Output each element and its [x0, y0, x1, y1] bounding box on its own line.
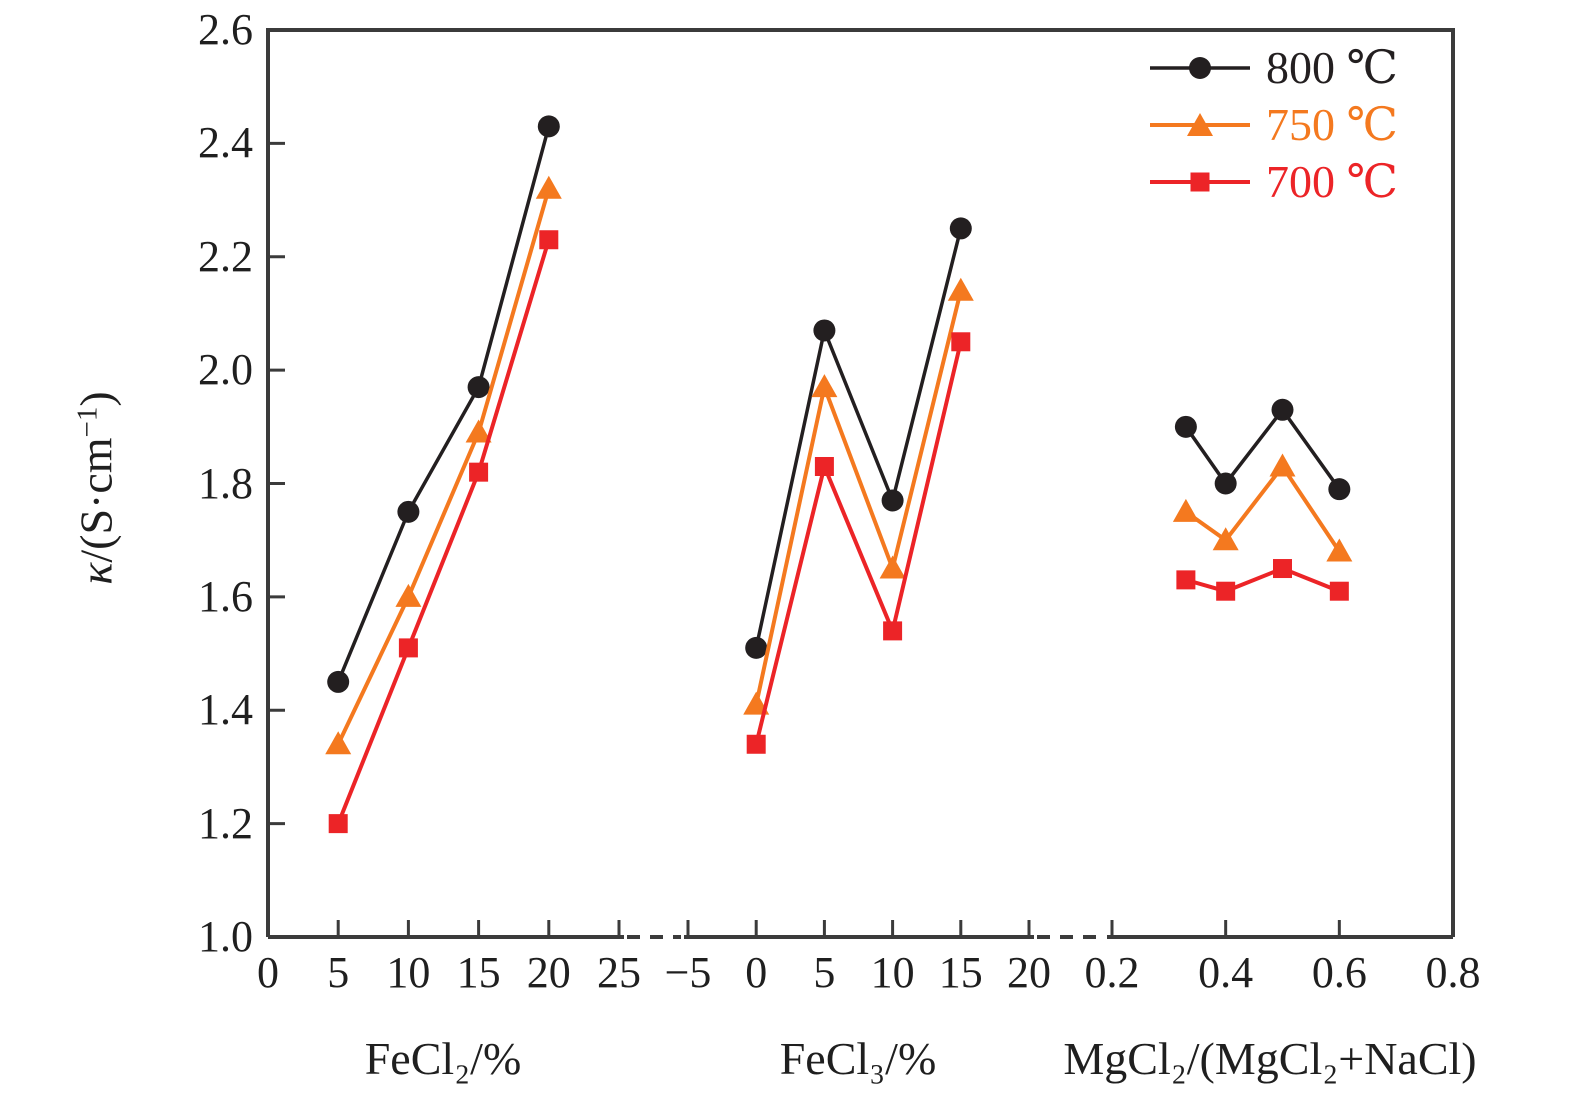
series-line-panel1-circle	[336, 125, 551, 683]
data-point-triangle	[465, 419, 492, 443]
data-point-triangle	[1269, 453, 1296, 477]
x-tick-label: 20	[1007, 948, 1051, 997]
legend-swatch-700c	[1150, 172, 1250, 192]
data-point-square	[1273, 559, 1292, 579]
data-point-square	[883, 621, 903, 641]
series-line-panel3-square	[1185, 566, 1341, 594]
data-point-circle	[1214, 472, 1237, 495]
kappa-symbol: κ	[70, 562, 122, 585]
legend-entry-750c: 750 ℃	[1150, 99, 1398, 151]
data-point-triangle	[1172, 498, 1199, 522]
series-line-panel3-triangle	[1184, 463, 1341, 553]
x-tick-label: 5	[327, 948, 350, 997]
data-point-triangle	[1326, 538, 1353, 562]
data-point-square	[328, 814, 348, 834]
y-axis-unit-pre: /(S·cm	[70, 437, 122, 563]
y-tick-label: 1.6	[198, 571, 253, 621]
x-axis-title-fecl3: FeCl₃/%	[779, 1033, 937, 1084]
x-tick-label: 20	[526, 948, 571, 997]
x-axis-title-mgcl2: MgCl₂/(MgCl₂+NaCl)	[1063, 1033, 1477, 1084]
x-tick-label: 0.8	[1425, 948, 1481, 997]
data-point-circle	[467, 376, 490, 399]
square-marker-icon	[1190, 172, 1210, 192]
data-point-circle	[949, 217, 972, 240]
y-axis-unit-post: )	[70, 391, 122, 407]
y-tick-label: 1.2	[198, 798, 253, 848]
series-line-panel2-circle	[754, 227, 963, 649]
x-tick-label: 0.4	[1198, 948, 1254, 997]
data-point-triangle	[325, 731, 352, 755]
x-tick-label: 0	[257, 948, 279, 997]
x-tick-label: 0	[745, 948, 768, 997]
legend-entry-700c: 700 ℃	[1150, 156, 1398, 208]
series-line-panel1-triangle	[336, 188, 551, 746]
x-tick-label: −5	[664, 948, 712, 997]
y-tick-label: 2.2	[198, 231, 253, 281]
legend: 800 ℃ 750 ℃ 700 ℃	[1150, 42, 1398, 208]
data-point-square	[1176, 570, 1196, 590]
data-point-triangle	[947, 277, 974, 301]
x-tick-label: 10	[870, 948, 915, 997]
y-tick-label: 1.0	[198, 912, 253, 961]
data-point-square	[1329, 581, 1349, 601]
y-tick-label: 2.0	[198, 345, 253, 395]
data-point-circle	[537, 115, 560, 138]
legend-label-750c: 750 ℃	[1266, 99, 1398, 150]
data-point-square	[539, 230, 559, 250]
series-line-panel2-triangle	[754, 290, 963, 706]
legend-swatch-750c	[1150, 113, 1250, 136]
legend-label-800c: 800 ℃	[1266, 42, 1398, 93]
legend-entry-800c: 800 ℃	[1150, 42, 1398, 94]
data-point-square	[1216, 581, 1236, 601]
y-axis-title: κ/(S·cm−1)	[70, 391, 123, 584]
x-tick-label: 5	[813, 948, 836, 997]
y-tick-label: 2.4	[198, 118, 253, 168]
x-tick-label: 0.2	[1084, 948, 1140, 997]
data-point-circle	[1174, 415, 1197, 438]
data-point-square	[398, 638, 418, 658]
legend-swatch-800c	[1150, 57, 1250, 79]
data-point-circle	[881, 489, 904, 512]
x-axis-title-fecl2: FeCl₂/%	[364, 1033, 522, 1084]
x-tick-label: 10	[386, 948, 431, 997]
series-line-panel2-square	[754, 341, 963, 745]
data-point-triangle	[879, 555, 906, 579]
data-point-circle	[745, 636, 768, 659]
triangle-marker-icon	[1187, 113, 1213, 136]
x-tick-label: 15	[938, 948, 983, 997]
legend-label-700c: 700 ℃	[1266, 156, 1398, 207]
y-tick-label: 1.8	[198, 458, 253, 508]
data-point-triangle	[743, 691, 770, 715]
y-tick-label: 2.6	[198, 5, 253, 54]
data-point-circle	[327, 670, 350, 693]
data-point-circle	[1328, 478, 1351, 501]
data-point-square	[951, 332, 971, 352]
y-axis-unit-exponent: −1	[71, 406, 104, 438]
data-point-triangle	[811, 374, 838, 398]
data-point-square	[746, 734, 766, 754]
data-point-circle	[397, 500, 420, 523]
data-point-triangle	[535, 175, 562, 199]
series-line-panel1-square	[336, 239, 551, 825]
data-point-triangle	[1212, 527, 1239, 551]
x-tick-label: 0.6	[1311, 948, 1367, 997]
circle-marker-icon	[1189, 57, 1211, 79]
data-point-circle	[1271, 398, 1294, 421]
y-tick-label: 1.4	[198, 685, 253, 735]
data-point-square	[814, 456, 834, 476]
data-point-circle	[813, 319, 836, 342]
data-point-square	[469, 462, 489, 482]
data-point-triangle	[395, 583, 422, 607]
x-tick-label: 25	[597, 948, 641, 997]
x-tick-label: 15	[456, 948, 501, 997]
series-line-panel3-circle	[1184, 406, 1341, 491]
